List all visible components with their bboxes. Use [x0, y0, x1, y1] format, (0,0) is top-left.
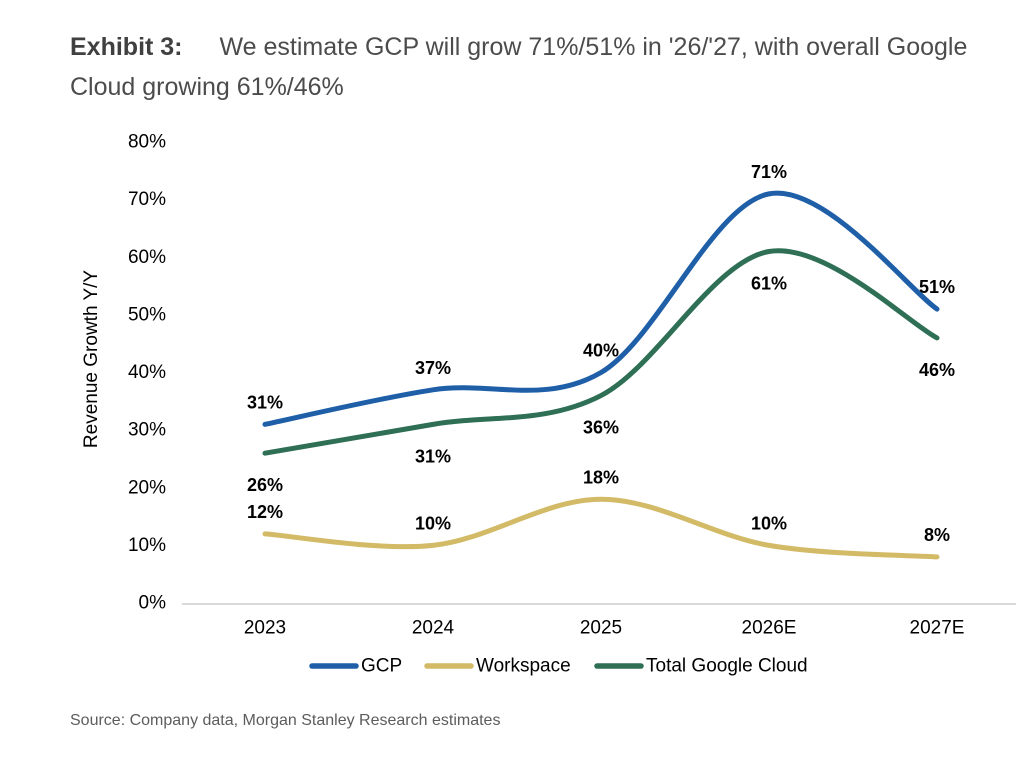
series-line-gcp — [262, 190, 940, 427]
x-tick-label: 2025 — [580, 618, 622, 639]
exhibit-title: Exhibit 3: We estimate GCP will grow 71%/… — [70, 27, 980, 107]
data-label-gcp: 37% — [415, 358, 451, 378]
data-label-total-google-cloud: 36% — [583, 418, 619, 438]
x-tick-label: 2026E — [742, 618, 797, 639]
data-label-workspace: 10% — [751, 513, 787, 533]
y-tick-label: 70% — [128, 189, 166, 210]
legend-label-total-google-cloud: Total Google Cloud — [646, 656, 808, 677]
y-tick-label: 40% — [128, 362, 166, 383]
y-tick-label: 60% — [128, 247, 166, 268]
source-note: Source: Company data, Morgan Stanley Res… — [70, 712, 501, 729]
revenue-growth-chart: Revenue Growth Y/Y 0% 10% 20% 30% 40% 50% 60% 70… — [0, 117, 1024, 695]
x-tick-label: 2023 — [244, 618, 286, 639]
legend-label-gcp: GCP — [361, 656, 402, 677]
legend-label-workspace: Workspace — [476, 656, 571, 677]
data-label-gcp: 31% — [247, 392, 283, 412]
data-label-total-google-cloud: 31% — [415, 446, 451, 466]
data-label-workspace: 12% — [247, 502, 283, 522]
x-tick-label: 2024 — [412, 618, 455, 639]
data-label-total-google-cloud: 61% — [751, 273, 787, 293]
y-tick-label: 20% — [128, 477, 166, 498]
y-tick-label: 50% — [128, 304, 166, 325]
y-tick-label: 30% — [128, 420, 166, 441]
exhibit-title-text: We estimate GCP will grow 71%/51% in '26… — [70, 33, 968, 101]
data-label-workspace: 18% — [583, 467, 619, 487]
exhibit-label: Exhibit 3: — [70, 33, 183, 61]
data-label-total-google-cloud: 26% — [247, 475, 283, 495]
line-chart-canvas: Revenue Growth Y/Y 0% 10% 20% 30% 40% 50% 60% 70… — [81, 132, 1016, 677]
data-label-workspace: 8% — [924, 525, 950, 545]
data-label-gcp: 71% — [751, 162, 787, 182]
y-tick-label: 10% — [128, 535, 166, 556]
series-line-workspace — [262, 496, 940, 560]
data-label-total-google-cloud: 46% — [919, 360, 955, 380]
y-axis-title: Revenue Growth Y/Y — [81, 270, 102, 448]
data-label-gcp: 51% — [919, 277, 955, 297]
series-line-total-google-cloud — [262, 248, 940, 456]
x-tick-label: 2027E — [910, 618, 965, 639]
data-label-workspace: 10% — [415, 513, 451, 533]
data-label-gcp: 40% — [583, 341, 619, 361]
y-tick-label: 0% — [139, 593, 167, 614]
y-tick-label: 80% — [128, 132, 166, 153]
